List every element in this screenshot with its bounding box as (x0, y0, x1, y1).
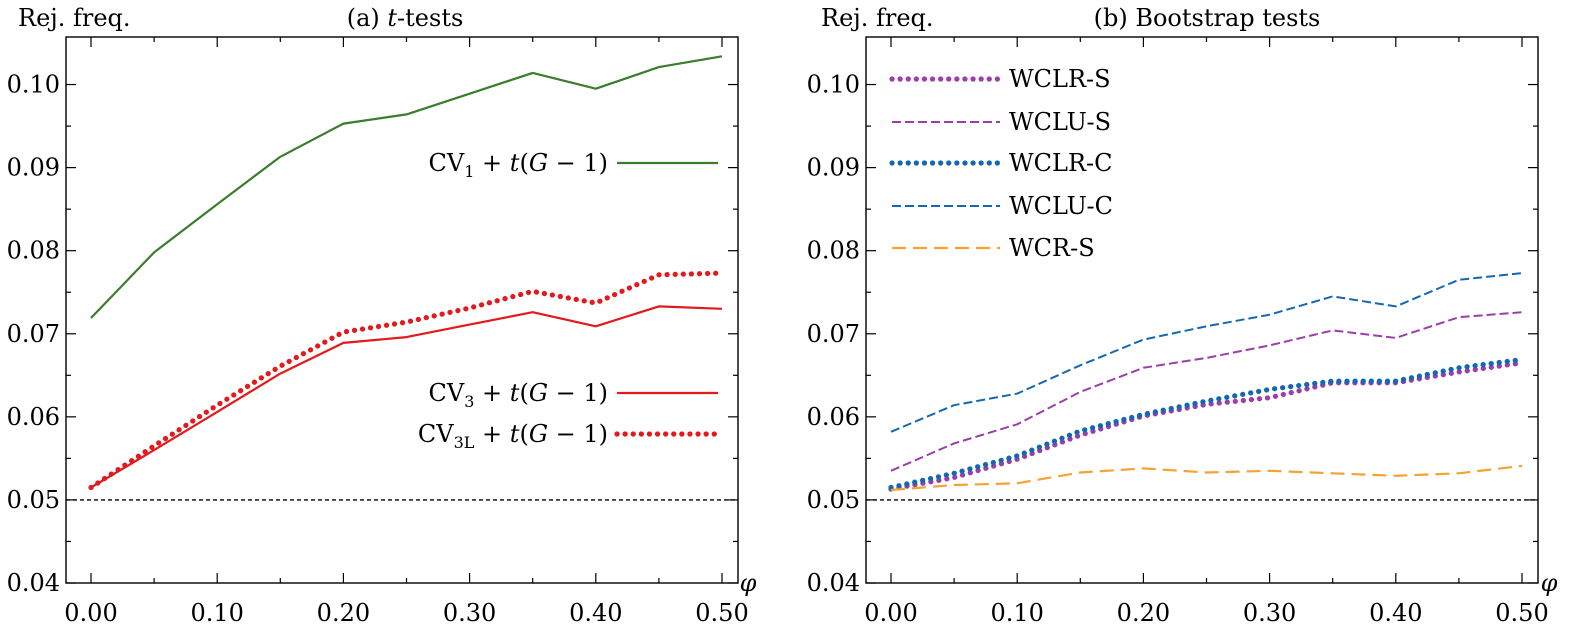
series-line-cv1-t-g-1- (90, 55, 723, 319)
y-tick-label: 0.09 (807, 154, 860, 182)
legend-label-paren: ( (519, 420, 528, 448)
legend-label-g: G (529, 149, 548, 177)
legend-label-subscript: 3 (464, 392, 474, 411)
series-line-wclr-s (888, 360, 1525, 492)
x-tick-label: 0.20 (317, 599, 370, 627)
legend-label: CV3 + t(G − 1) (429, 379, 608, 411)
legend-label-plus: + (474, 379, 509, 407)
x-axis-label: φ (740, 569, 757, 597)
x-tick-label: 0.00 (864, 599, 917, 627)
legend-label-main: CV (418, 420, 454, 448)
y-tick-label: 0.07 (7, 320, 60, 348)
chart-title: (b) Bootstrap tests (1094, 4, 1321, 32)
series-line-wclu-c (890, 272, 1523, 433)
plot-frame (65, 36, 739, 584)
plot-frame (865, 36, 1539, 584)
legend-label: WCR-S (1009, 234, 1095, 262)
legend-label-t: t (510, 149, 520, 177)
chart-title-prefix: (a) (347, 4, 388, 32)
x-tick-label: 0.40 (569, 599, 622, 627)
y-tick-label: 0.08 (7, 237, 60, 265)
x-tick-label: 0.50 (695, 599, 748, 627)
series-line-cv3-t-g-1- (90, 305, 723, 489)
series-line-wcr-s (890, 464, 1523, 492)
legend-label-t: t (510, 420, 520, 448)
legend-label: WCLR-C (1009, 149, 1113, 177)
y-tick-label: 0.04 (7, 569, 60, 597)
legend-label-main: CV (429, 379, 465, 407)
legend-label: WCLU-C (1009, 192, 1113, 220)
y-tick-label: 0.04 (807, 569, 860, 597)
x-tick-label: 0.20 (1117, 599, 1170, 627)
y-tick-label: 0.10 (7, 71, 60, 99)
legend-label: CV3L + t(G − 1) (418, 420, 608, 452)
series-line-wclr-c (888, 356, 1525, 491)
legend-label-end: − 1) (548, 420, 608, 448)
x-tick-label: 0.10 (190, 599, 243, 627)
legend-label-subscript: 3L (454, 433, 475, 452)
legend-label: WCLR-S (1009, 65, 1111, 93)
legend-label-g: G (529, 420, 548, 448)
x-tick-label: 0.10 (990, 599, 1043, 627)
x-axis-label: φ (1541, 569, 1558, 597)
x-tick-label: 0.50 (1495, 599, 1548, 627)
legend-label-main: CV (429, 149, 465, 177)
x-tick-label: 0.00 (64, 599, 117, 627)
x-tick-label: 0.30 (1243, 599, 1296, 627)
legend-label-end: − 1) (548, 379, 608, 407)
legend-label-paren: ( (519, 379, 528, 407)
chart-title: (a) t-tests (347, 4, 464, 32)
chart-title-suffix: -tests (397, 4, 463, 32)
y-axis-label: Rej. freq. (18, 4, 131, 32)
legend-label-subscript: 1 (464, 162, 474, 181)
legend-label-t: t (510, 379, 520, 407)
y-tick-label: 0.05 (807, 486, 860, 514)
x-tick-label: 0.40 (1369, 599, 1422, 627)
chart-title-prefix: (b) Bootstrap tests (1094, 4, 1321, 32)
y-tick-label: 0.09 (7, 154, 60, 182)
y-tick-label: 0.06 (7, 403, 60, 431)
legend-label-plus: + (474, 420, 509, 448)
y-tick-label: 0.08 (807, 237, 860, 265)
y-tick-label: 0.10 (807, 71, 860, 99)
legend-label: WCLU-S (1009, 108, 1111, 136)
series-line-wclu-s (890, 311, 1523, 472)
x-tick-label: 0.30 (443, 599, 496, 627)
legend-label: CV1 + t(G − 1) (429, 149, 608, 181)
chart-title-italic: t (387, 4, 397, 32)
y-tick-label: 0.07 (807, 320, 860, 348)
legend-label-g: G (529, 379, 548, 407)
legend-label-end: − 1) (548, 149, 608, 177)
y-tick-label: 0.05 (7, 486, 60, 514)
y-tick-label: 0.06 (807, 403, 860, 431)
y-axis-label: Rej. freq. (821, 4, 934, 32)
panel-b-bootstrap-tests: (b) Bootstrap tests Rej. freq. 0.04 0.05 0.0… (807, 4, 1558, 627)
series-line-cv3l-t-g-1- (88, 270, 725, 491)
legend-label-plus: + (474, 149, 509, 177)
legend-label-paren: ( (519, 149, 528, 177)
